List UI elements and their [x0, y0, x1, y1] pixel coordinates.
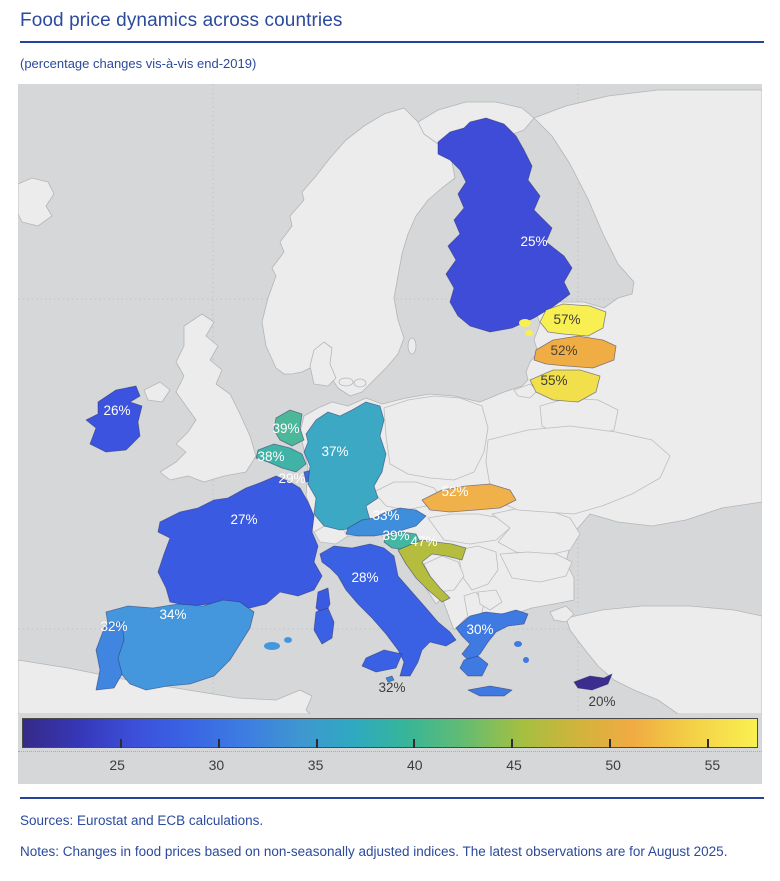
country-netherlands [273, 409, 305, 447]
value-label-finland: 25% [520, 234, 547, 249]
notes-note: Notes: Changes in food prices based on n… [20, 843, 728, 859]
landmass-denmark [309, 341, 337, 387]
colorbar-tick-label: 25 [109, 757, 125, 773]
value-label-slovakia: 52% [441, 484, 468, 499]
value-label-spain: 34% [159, 607, 186, 622]
landmass-kaliningrad [513, 383, 539, 399]
country-balearics [264, 642, 280, 650]
value-label-cyprus: 20% [588, 694, 615, 709]
country-austria [345, 507, 427, 537]
country-germany [303, 401, 387, 531]
country-balearics-2 [284, 637, 292, 643]
country-slovakia [421, 483, 517, 513]
subtitle: (percentage changes vis-à-vis end-2019) [20, 56, 257, 71]
colorbar-tick-mark [315, 739, 318, 748]
euro-area-countries [85, 117, 617, 697]
landmass-bulgaria [499, 551, 573, 583]
country-france [157, 475, 323, 609]
landmass-north-macedonia [477, 589, 503, 611]
country-italy [319, 543, 457, 677]
country-estonia [539, 303, 607, 337]
country-croatia [397, 539, 467, 603]
value-label-croatia: 47% [410, 534, 437, 549]
landmass-turkish-thrace [549, 605, 575, 623]
country-latvia [533, 335, 617, 369]
colorbar-tick-mark [119, 739, 122, 748]
value-label-latvia: 52% [550, 343, 577, 358]
country-peloponnese [459, 655, 489, 677]
country-aegean-island-2 [523, 657, 529, 663]
value-label-malta: 32% [378, 680, 405, 695]
value-label-lithuania: 55% [540, 373, 567, 388]
value-label-italy: 28% [351, 570, 378, 585]
country-malta [385, 675, 395, 683]
value-label-austria: 33% [372, 508, 399, 523]
colorbar-tick-mark [413, 739, 416, 748]
landmass-serbia [457, 545, 499, 591]
value-label-luxembourg: 29% [278, 471, 305, 486]
landmass-gotland [407, 337, 417, 355]
landmass-zealand [353, 378, 367, 388]
colorbar [22, 718, 758, 748]
europe-choropleth-map: 25%57%52%55%26%39%38%29%37%27% 33%52%39% 4… [18, 84, 762, 714]
value-label-netherlands: 39% [272, 421, 299, 436]
country-finland [437, 117, 573, 333]
colorbar-tick-label: 55 [704, 757, 721, 773]
landmass-great-britain [159, 313, 257, 483]
colorbar-tick-label: 50 [605, 757, 621, 773]
value-label-slovenia: 39% [382, 528, 409, 543]
landmass-northern-ireland [143, 381, 171, 403]
colorbar-tick-mark [511, 739, 514, 748]
landmass-iceland [18, 177, 55, 227]
country-belgium [255, 443, 307, 473]
landmass-scandinavia [261, 107, 456, 397]
value-label-estonia: 57% [553, 312, 580, 327]
colorbar-tick-label: 45 [506, 757, 522, 773]
value-label-belgium: 38% [257, 449, 284, 464]
sources-note: Sources: Eurostat and ECB calculations. [20, 813, 264, 828]
colorbar-tick-mark [217, 739, 220, 748]
colorbar-tick-mark [707, 739, 710, 748]
colorbar-tick-mark [609, 739, 612, 748]
country-portugal [95, 621, 125, 691]
country-crete [467, 685, 513, 697]
country-aegean-island [514, 641, 522, 647]
country-greece [455, 609, 529, 663]
map-panel: 25% 57% 52% 55% 26% 39% 38% 29% 37% 27% 33% 52% 39% 4… [18, 84, 762, 784]
value-label-ireland: 26% [103, 403, 130, 418]
landmass-danish-islands [338, 377, 354, 387]
country-labels: 25%57%52%55%26%39%38%29%37%27% 33%52%39% 4… [100, 234, 615, 709]
value-label-france: 27% [230, 512, 257, 527]
value-label-greece: 30% [466, 622, 493, 637]
footer-divider [20, 797, 764, 799]
country-lithuania [529, 369, 601, 403]
title-divider [20, 41, 764, 43]
colorbar-tick-label: 40 [407, 757, 423, 773]
landmass-turkey [565, 605, 762, 714]
page-title: Food price dynamics across countries [20, 10, 343, 31]
country-estonia-islands-2 [525, 330, 533, 336]
country-cyprus [573, 673, 613, 691]
value-label-germany: 37% [321, 444, 348, 459]
country-estonia-islands [519, 319, 531, 327]
colorbar-tick-label: 30 [208, 757, 225, 773]
value-label-portugal: 32% [100, 619, 127, 634]
colorbar-tick-labels: 25 30 35 40 45 50 55 [18, 751, 762, 778]
country-sardinia [313, 607, 335, 645]
country-ireland [85, 385, 143, 453]
country-sicily [361, 649, 403, 673]
non-euro-borders [313, 383, 671, 629]
landmass-poland [383, 395, 489, 481]
colorbar-tick-label: 35 [307, 757, 324, 773]
